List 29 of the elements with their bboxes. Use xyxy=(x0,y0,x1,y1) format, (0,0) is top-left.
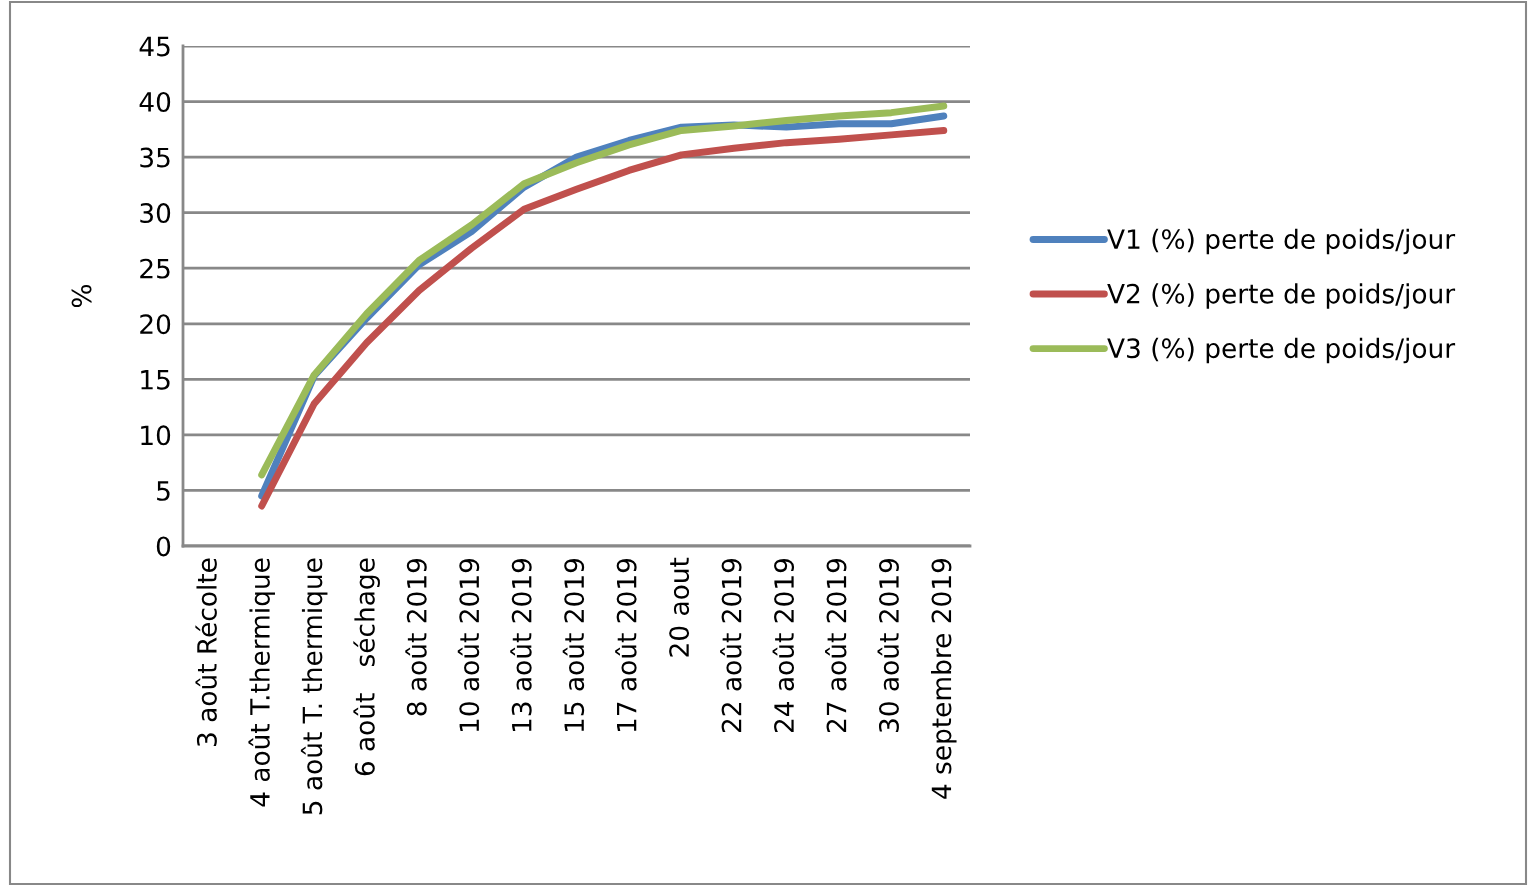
x-tick-label: 13 août 2019 xyxy=(510,558,532,732)
y-tick-label: 15 xyxy=(141,370,170,390)
x-tick-label: 24 août 2019 xyxy=(772,558,795,733)
y-tick-label: 0 xyxy=(156,536,171,557)
x-tick-label: 4 août T.thermique xyxy=(248,558,275,807)
x-tick-label: 30 août 2019 xyxy=(877,558,899,732)
x-tick-label: 17 août 2019 xyxy=(615,558,637,732)
x-tick-label: 8 août 2019 xyxy=(405,558,427,716)
x-tick-label: 6 août séchage xyxy=(353,558,380,776)
x-tick-label: 5 août T. thermique xyxy=(300,558,328,815)
y-tick-label: 5 xyxy=(157,481,170,501)
y-axis-title: % xyxy=(71,284,92,308)
y-tick-label: 35 xyxy=(140,147,170,168)
y-tick-label: 25 xyxy=(140,258,170,279)
legend-label: V2 (%) perte de poids/jour xyxy=(1107,283,1456,309)
legend-label: V1 (%) perte de poids/jour xyxy=(1107,228,1456,255)
x-tick-label: 4 septembre 2019 xyxy=(931,558,957,799)
y-tick-label: 30 xyxy=(140,203,171,224)
x-tick-label: 20 aout xyxy=(669,557,690,657)
x-tick-label: 3 août Récolte xyxy=(195,558,217,747)
y-tick-label: 40 xyxy=(139,92,171,112)
x-tick-label: 27 août 2019 xyxy=(825,558,847,733)
y-tick-label: 45 xyxy=(139,36,170,57)
x-tick-label: 10 août 2019 xyxy=(457,558,480,732)
x-tick-label: 15 août 2019 xyxy=(562,558,585,732)
y-tick-label: 20 xyxy=(140,314,171,335)
x-tick-label: 22 août 2019 xyxy=(720,558,742,733)
y-tick-label: 10 xyxy=(141,425,171,446)
legend-label: V3 (%) perte de poids/jour xyxy=(1107,337,1456,364)
